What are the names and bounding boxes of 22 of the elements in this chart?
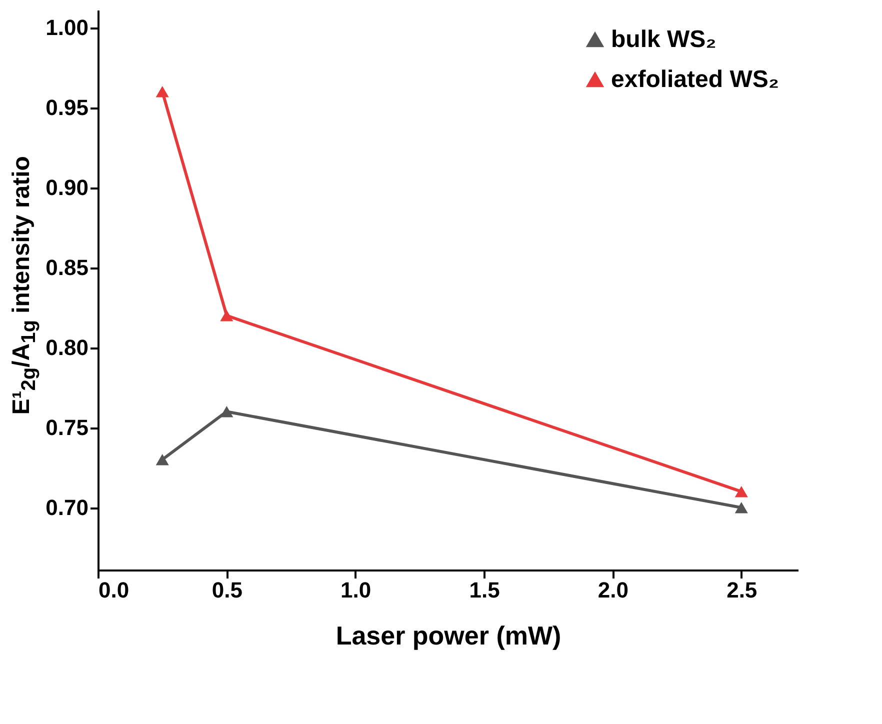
point bbox=[734, 486, 748, 498]
y-tick-label: 0.70 bbox=[46, 495, 88, 520]
point bbox=[220, 310, 234, 322]
x-tick-label: 0.5 bbox=[212, 578, 242, 602]
y-tick-label: 1.00 bbox=[46, 15, 88, 40]
x-tick-label: 1.5 bbox=[469, 578, 500, 602]
point bbox=[734, 502, 748, 514]
point bbox=[156, 86, 169, 98]
y-tick-label: 0.85 bbox=[46, 255, 88, 280]
x-tick-label: 2.0 bbox=[598, 578, 629, 602]
x-tick-label: 0.0 bbox=[98, 578, 130, 602]
y-tick-label: 0.75 bbox=[46, 415, 88, 440]
y-tick-label: 0.90 bbox=[46, 175, 88, 200]
legend-label: exfoliated WS₂ bbox=[611, 66, 780, 93]
point bbox=[156, 454, 169, 466]
y-tick-label: 0.80 bbox=[46, 335, 88, 360]
y-tick-label: 0.95 bbox=[46, 95, 88, 120]
legend-label: bulk WS₂ bbox=[611, 26, 716, 53]
x-tick-label: 2.5 bbox=[726, 578, 758, 602]
x-axis-title: Laser power (mW) bbox=[336, 620, 562, 650]
point bbox=[220, 406, 234, 418]
x-tick-label: 1.0 bbox=[340, 578, 372, 602]
